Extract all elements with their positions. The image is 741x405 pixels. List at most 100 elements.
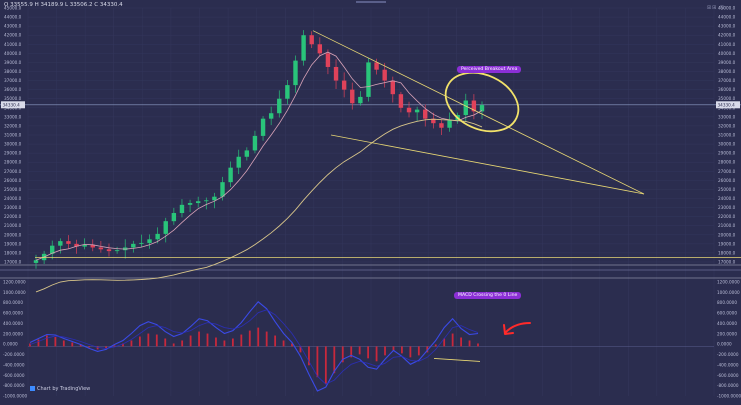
macd-axis-label-left: 1200.0000	[3, 280, 26, 285]
breakout-ellipse	[444, 71, 520, 133]
macd-axis-label-left: -1000.0000	[3, 394, 27, 399]
candle	[277, 98, 282, 114]
macd-histogram-bar	[274, 335, 277, 347]
candle	[66, 241, 71, 244]
candle	[220, 182, 225, 197]
current-price-tag	[716, 101, 740, 109]
macd-histogram-bar	[409, 346, 412, 358]
price-axis-label-right: 38000.0	[718, 69, 736, 74]
candle	[301, 35, 306, 61]
price-axis-label-left: 24000.0	[4, 196, 22, 201]
macd-histogram-bar	[350, 346, 353, 358]
candle	[114, 250, 120, 252]
price-axis-label-left: 17000.0	[4, 260, 22, 265]
macd-axis-label-right: -600.0000	[717, 373, 739, 378]
macd-histogram-bar	[477, 343, 479, 347]
candle	[439, 123, 444, 128]
macd-axis-label-right: -1000.0000	[717, 394, 741, 399]
macd-histogram-bar	[122, 343, 124, 347]
macd-histogram-bar	[88, 346, 91, 348]
current-price-label-left: 34330.4	[3, 102, 21, 107]
candle	[163, 221, 168, 234]
macd-histogram-bar	[426, 346, 429, 353]
macd-histogram-bar	[71, 342, 74, 347]
price-axis-label-left: 33000.0	[4, 114, 22, 119]
price-axis-label-left: 23000.0	[4, 205, 22, 210]
macd-histogram-bar	[375, 346, 378, 362]
price-axis-label-left: 40000.0	[4, 51, 22, 56]
price-axis-label-right: 45000.0	[718, 6, 736, 11]
candle	[204, 200, 209, 202]
price-axis-label-left: 22000.0	[4, 214, 22, 219]
candle	[90, 244, 95, 248]
grid-lines	[27, 7, 715, 396]
price-axis-label-left: 32000.0	[4, 123, 22, 128]
macd-histogram-bar	[198, 331, 200, 347]
macd-axis-label-left: 0.0000	[3, 342, 18, 347]
macd-histogram-bar	[299, 346, 302, 353]
current-price-label: 34330.4	[718, 102, 736, 107]
drag-handle[interactable]	[356, 1, 386, 3]
macd-histogram-bar	[172, 343, 175, 347]
macd-axis-label-right: 1200.0000	[717, 280, 740, 285]
macd-histogram-bar	[417, 346, 420, 356]
toolbar-icons[interactable]: ⊞⊞ ⊡	[706, 5, 725, 11]
macd-histogram-bar	[105, 346, 107, 349]
candle	[325, 53, 331, 67]
candle	[147, 239, 152, 243]
price-axis-label-left: 39000.0	[4, 60, 22, 65]
price-axis-label-right: 26000.0	[718, 178, 736, 183]
brand-label: Chart by TradingView	[37, 386, 91, 392]
macd-histogram-bar	[37, 339, 40, 347]
moving-average-long	[35, 118, 483, 293]
macd-histogram-bar	[282, 340, 285, 347]
macd-histogram-bar	[451, 333, 454, 347]
macd-axis-label-right: 800.0000	[717, 300, 737, 305]
candle	[382, 69, 387, 81]
candle	[98, 247, 104, 250]
price-axis-label-right: 30000.0	[718, 142, 736, 147]
ohlc-readout: O 33555.9 H 34189.9 L 33506.2 C 34330.4	[4, 2, 123, 8]
price-axis-label-right: 39000.0	[718, 60, 736, 65]
candle	[285, 85, 290, 99]
moving-average-short	[35, 51, 483, 261]
candle	[260, 118, 266, 136]
price-axis-label-left: 30000.0	[4, 142, 22, 147]
tradingview-brand: Chart by TradingView	[30, 386, 90, 392]
macd-histogram-bar	[181, 340, 184, 347]
macd-histogram-bar	[460, 337, 462, 347]
price-axis-label-left: 45000.0	[4, 6, 22, 11]
macd-histogram-bar	[62, 340, 65, 347]
price-axis-label-left: 35000.0	[4, 96, 22, 101]
candle	[309, 35, 314, 45]
candle	[317, 44, 323, 54]
macd-histogram-bar	[324, 346, 327, 385]
macd-histogram-bar	[231, 338, 234, 347]
price-axis-label-right: 22000.0	[718, 214, 736, 219]
candle	[58, 241, 63, 246]
red-arrowhead-icon	[503, 324, 514, 335]
macd-histogram-bar	[155, 334, 158, 347]
price-axis-label-right: 25000.0	[718, 187, 736, 192]
price-axis-label-left: 26000.0	[4, 178, 22, 183]
macd-histogram-bar	[392, 346, 395, 351]
price-axis-label-left: 20000.0	[4, 232, 22, 237]
macd-histogram-bar	[468, 340, 471, 347]
price-axis-label-left: 37000.0	[4, 78, 22, 83]
price-axis-label-right: 41000.0	[718, 42, 736, 47]
candle	[463, 100, 468, 116]
candle	[228, 167, 233, 183]
candle	[74, 243, 79, 247]
macd-axis-label-left: 1000.0000	[3, 290, 26, 295]
candle	[236, 156, 241, 168]
macd-histogram-bar	[291, 343, 293, 347]
candle	[471, 100, 477, 112]
macd-histogram-bar	[206, 333, 209, 347]
macd-histogram-bar	[29, 343, 31, 347]
candle	[390, 80, 395, 95]
candle	[479, 105, 485, 112]
macd-support-line	[433, 357, 481, 362]
macd-histogram-bar	[46, 335, 48, 347]
